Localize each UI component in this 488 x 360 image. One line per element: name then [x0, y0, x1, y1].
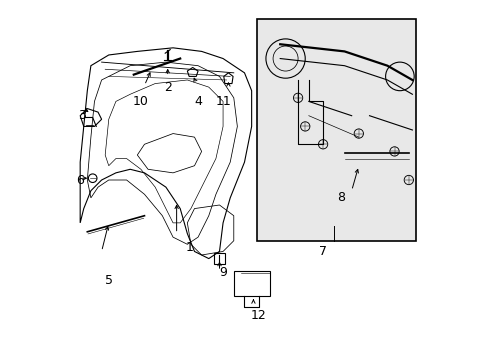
Bar — [233, 271, 269, 296]
Text: 12: 12 — [250, 309, 266, 322]
Bar — [257, 19, 415, 241]
Text: 11: 11 — [215, 95, 230, 108]
Text: 5: 5 — [104, 274, 113, 287]
Text: 3: 3 — [78, 109, 86, 122]
Text: 8: 8 — [336, 192, 344, 204]
Text: 7: 7 — [319, 245, 326, 258]
Text: 9: 9 — [219, 266, 226, 279]
Text: 10: 10 — [133, 95, 148, 108]
Text: 6: 6 — [76, 174, 84, 186]
Text: 1: 1 — [185, 241, 193, 255]
Text: 4: 4 — [194, 95, 202, 108]
Text: 2: 2 — [163, 81, 171, 94]
